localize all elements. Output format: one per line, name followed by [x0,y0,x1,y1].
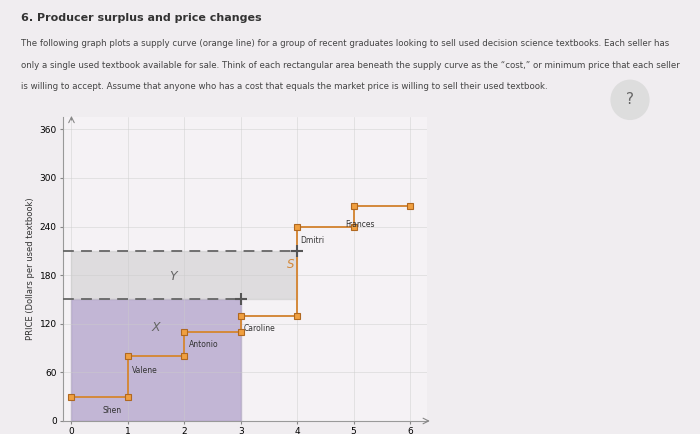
Text: Valene: Valene [132,366,158,375]
Text: Dmitri: Dmitri [300,236,324,245]
Text: Caroline: Caroline [244,324,275,333]
Text: The following graph plots a supply curve (orange line) for a group of recent gra: The following graph plots a supply curve… [21,39,669,48]
Y-axis label: PRICE (Dollars per used textbook): PRICE (Dollars per used textbook) [27,198,35,340]
Text: 6. Producer surplus and price changes: 6. Producer surplus and price changes [21,13,262,23]
Text: X: X [152,321,160,334]
Text: Shen: Shen [102,406,122,415]
Text: Frances: Frances [345,220,375,229]
Text: Y: Y [169,270,177,283]
Text: only a single used textbook available for sale. Think of each rectangular area b: only a single used textbook available fo… [21,61,680,70]
Circle shape [611,80,649,119]
Text: is willing to accept. Assume that anyone who has a cost that equals the market p: is willing to accept. Assume that anyone… [21,82,547,92]
Text: S: S [287,258,295,271]
Text: Antonio: Antonio [189,340,218,349]
Text: ?: ? [626,92,634,107]
